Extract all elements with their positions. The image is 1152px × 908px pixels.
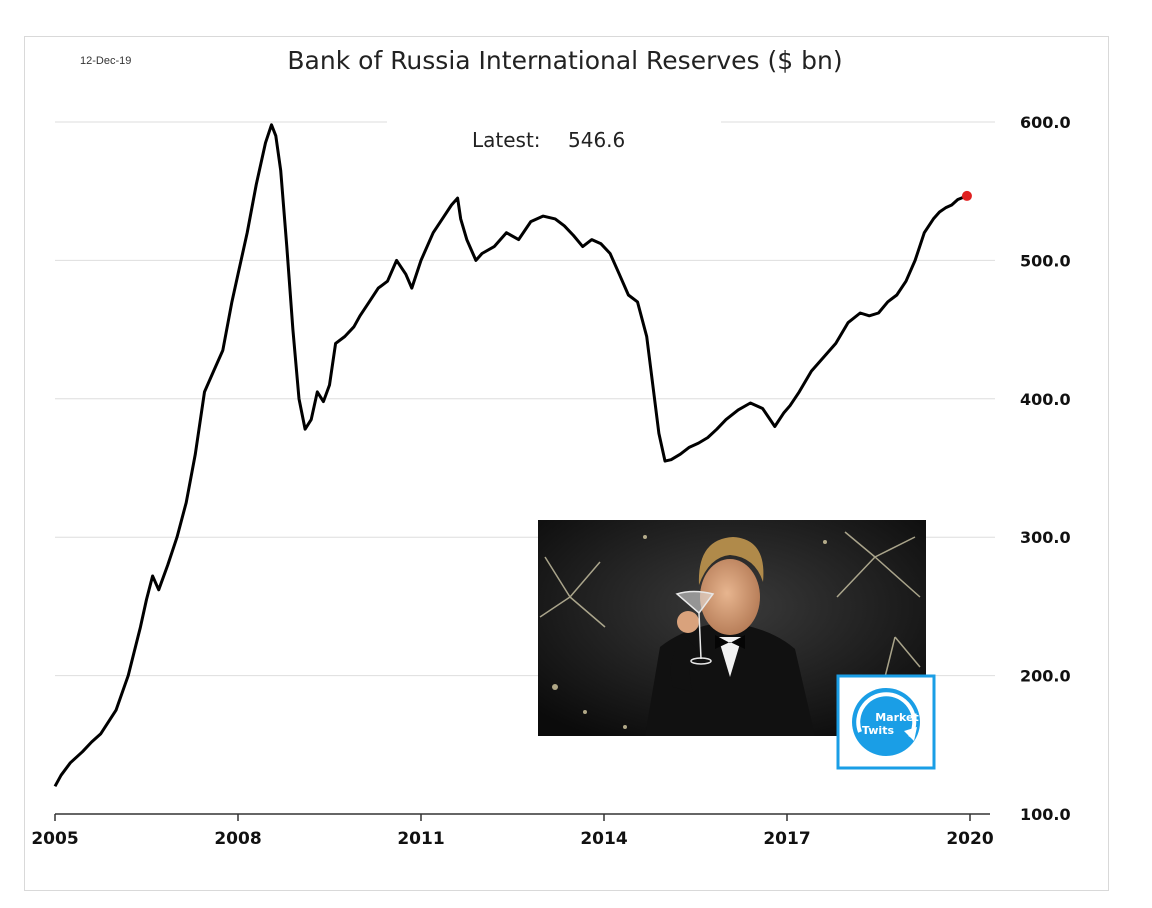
chart-frame: 12-Dec-19 Bank of Russia International R…	[24, 36, 1109, 891]
y-tick-label: 500.0	[1020, 251, 1071, 270]
y-axis-ticks: 100.0 200.0 300.0 400.0 500.0 600.0	[1020, 113, 1071, 824]
x-tick-label: 2011	[397, 829, 444, 849]
latest-annotation-value: 546.6	[568, 128, 625, 152]
x-tick-label: 2017	[763, 829, 810, 849]
hand	[677, 611, 699, 633]
annotation-background	[387, 115, 721, 159]
series-line	[53, 123, 968, 788]
raised-arm	[670, 637, 697, 692]
x-tick-label: 2020	[946, 829, 993, 849]
champagne-glass	[675, 590, 715, 615]
x-tick-label: 2005	[31, 829, 78, 849]
chart-title: Bank of Russia International Reserves ($…	[287, 46, 842, 75]
series-group	[53, 123, 968, 788]
bow-tie	[715, 635, 745, 649]
y-tick-label: 100.0	[1020, 805, 1071, 824]
latest-point-layer	[961, 190, 972, 201]
glass-stem	[698, 612, 702, 660]
chart-canvas: 12-Dec-19 Bank of Russia International R…	[31, 46, 1071, 849]
y-tick-label: 200.0	[1020, 667, 1071, 686]
meme-photo	[538, 520, 926, 736]
face	[700, 559, 760, 635]
hair	[698, 537, 764, 585]
logo-circle	[852, 688, 920, 756]
shirt	[718, 637, 742, 677]
logo-text-twits: Twits	[862, 724, 894, 737]
glass-base	[690, 657, 712, 665]
x-tick-label: 2014	[580, 829, 627, 849]
latest-annotation-label: Latest:	[472, 128, 541, 152]
market-twits-logo: Market Twits	[836, 674, 936, 770]
x-axis: 2005 2008 2011 2014 2017 2020	[31, 813, 994, 849]
logo-arc	[856, 692, 917, 739]
y-tick-label: 400.0	[1020, 390, 1071, 409]
logo-text-market: Market	[875, 711, 919, 724]
x-tick-label: 2008	[214, 829, 261, 849]
y-tick-label: 300.0	[1020, 528, 1071, 547]
date-label: 12-Dec-19	[80, 55, 131, 67]
y-tick-label: 600.0	[1020, 113, 1071, 132]
latest-point	[961, 190, 972, 201]
fireworks	[539, 531, 921, 678]
logo-arrow-icon	[904, 727, 917, 741]
